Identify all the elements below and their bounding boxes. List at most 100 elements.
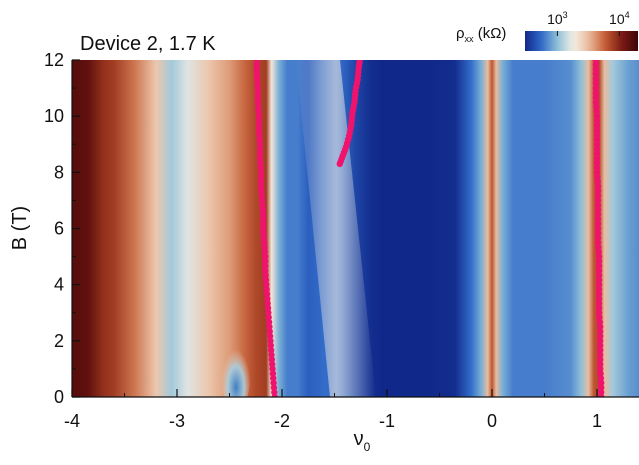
y-axis-label: B (T) [9,206,31,250]
trace-point [262,262,269,270]
y-tick-label: 12 [44,50,64,70]
trace-point [598,389,605,396]
trace-point [594,206,602,213]
trace-point [257,169,265,176]
trace-point [259,215,267,223]
trace-point [595,290,603,298]
trace-point [268,356,276,363]
trace-point [596,314,603,321]
trace-point [256,141,264,148]
trace-point [254,94,262,101]
trace-point [255,103,262,111]
trace-point [598,379,605,387]
trace-point [256,150,264,157]
trace-point [263,290,271,298]
trace-point [595,286,603,293]
trace-point [263,286,270,293]
trace-point [595,272,603,279]
trace-point [592,61,600,68]
trace-point [356,60,363,64]
trace-point [265,314,272,321]
y-tick-label: 10 [44,106,64,126]
chart-title: Device 2, 1.7 K [80,33,216,55]
trace-point [270,384,278,391]
trace-point [253,60,260,64]
trace-point [595,304,603,312]
trace-point [592,98,600,106]
trace-point [594,187,602,195]
trace-point [592,80,600,87]
trace-point [259,211,267,218]
trace-point [253,61,260,68]
trace-point [595,281,603,288]
trace-point [261,244,268,251]
trace-point [595,276,603,284]
trace-point [256,145,264,153]
trace-point [596,318,603,326]
trace-point [266,323,273,330]
heatmap-low-field-feature [221,334,251,397]
trace-point [593,108,600,115]
heatmap [72,60,639,397]
trace-point [596,328,604,335]
trace-point [256,136,263,143]
trace-point [261,248,269,256]
trace-point [593,103,600,111]
colorbar-label: ρxx (kΩ) [456,25,506,44]
trace-point [266,328,273,335]
trace-point [592,66,600,73]
trace-point [595,248,602,256]
trace-point [262,253,269,260]
trace-point [259,206,266,213]
trace-point [593,127,601,134]
trace-point [594,220,602,228]
trace-point [595,262,603,270]
y-tick-label: 8 [54,162,64,182]
trace-point [257,164,264,171]
trace-point [593,131,601,139]
trace-point [254,84,262,92]
trace-point [593,169,601,176]
trace-point [270,379,277,387]
trace-point [258,187,265,195]
trace-point [269,361,276,368]
trace-point [260,229,267,237]
trace-point [592,60,600,64]
trace-point [593,112,601,120]
trace-point [264,300,271,307]
trace-point [255,117,263,125]
trace-point [594,192,602,199]
trace-point [594,225,602,232]
trace-point [596,361,604,368]
trace-point [594,239,602,246]
colorbar: ρxx (kΩ) 103 104 [456,10,638,51]
trace-point [267,342,274,349]
trace-point [255,108,262,115]
trace-point [253,66,260,73]
trace-point [264,295,271,302]
trace-point [593,117,601,125]
x-axis-ticks: -4 -3 -2 -1 0 1 [64,389,602,431]
trace-point [257,173,265,181]
trace-series-2 [336,60,363,168]
trace-point [593,150,601,157]
trace-point [256,155,264,162]
trace-point [593,141,601,148]
x-tick-label: -3 [169,411,185,431]
trace-point [255,127,263,134]
trace-point [259,225,267,232]
trace-series-1 [253,60,278,397]
trace-point [595,309,603,316]
trace-point [262,258,269,265]
x-tick-label: -2 [274,411,290,431]
trace-point [254,98,262,106]
trace-point [262,272,269,279]
trace-point [253,75,261,82]
trace-point [593,155,601,162]
trace-point [262,276,270,284]
x-tick-label: -4 [64,411,80,431]
trace-point [260,234,267,242]
trace-point [268,351,275,359]
trace-point [592,75,600,82]
trace-series-3 [592,60,605,397]
